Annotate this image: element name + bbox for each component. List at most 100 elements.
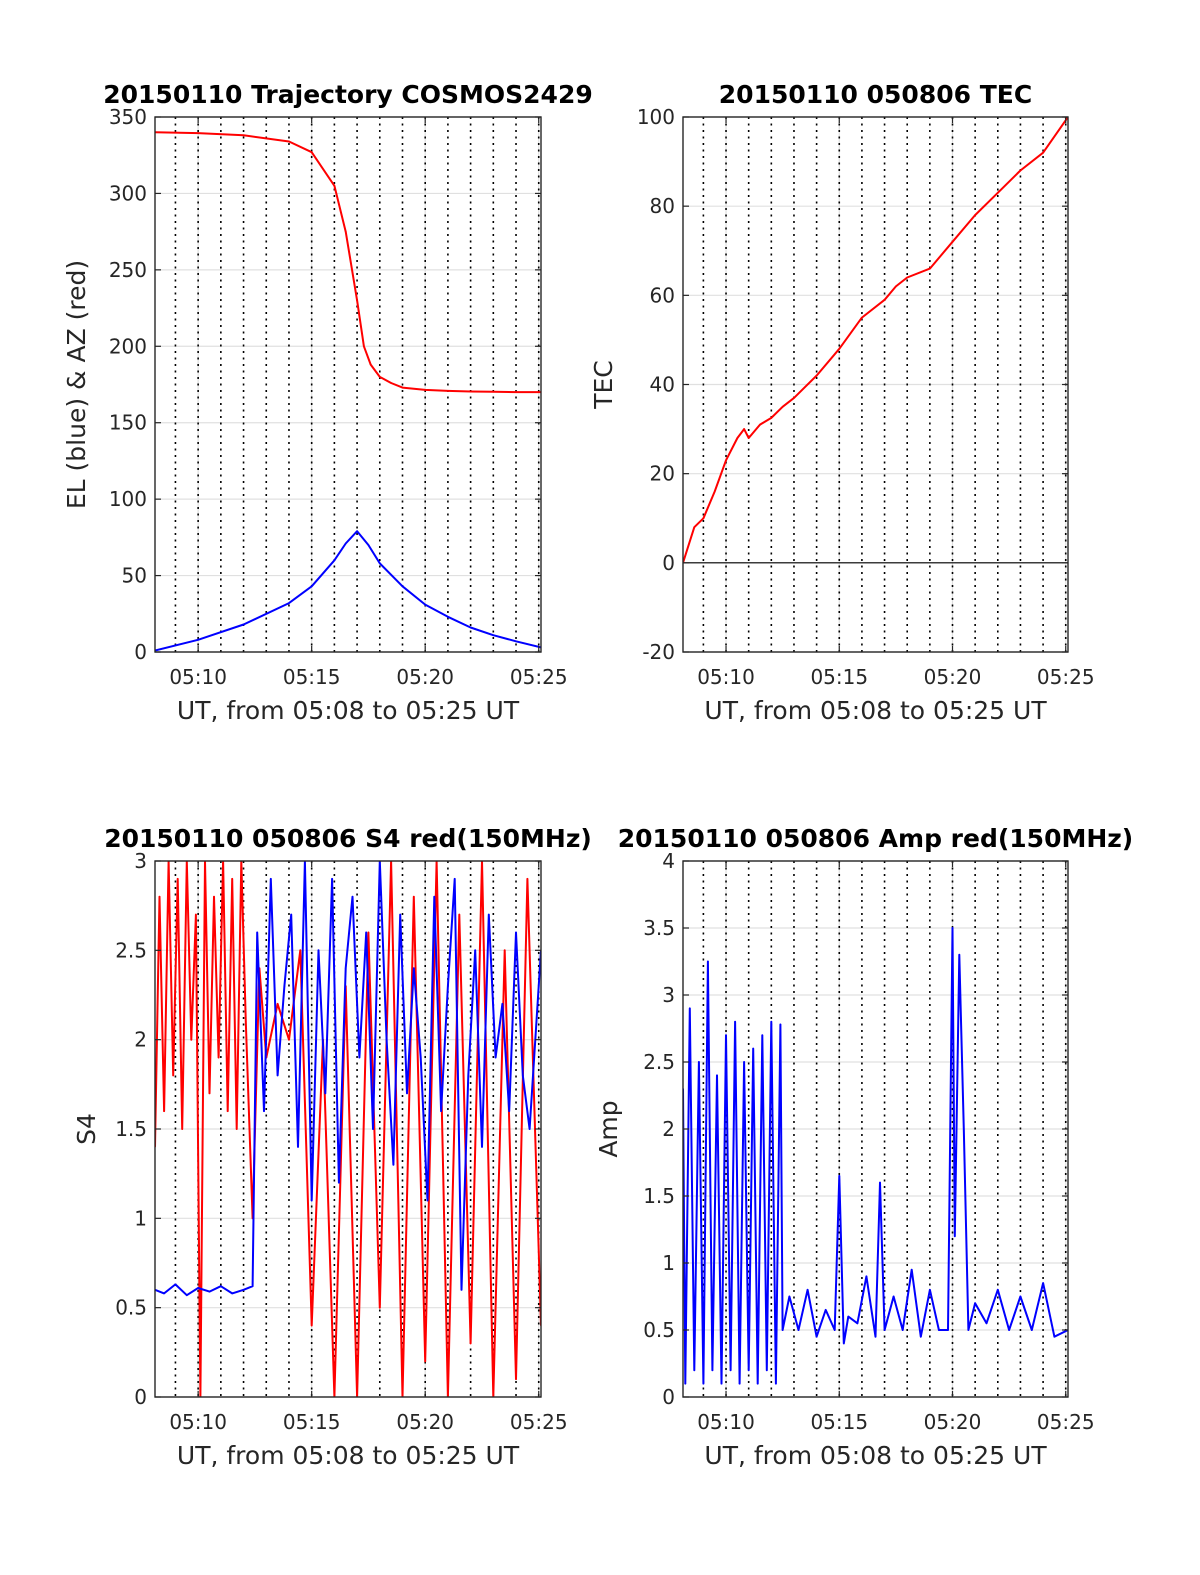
data-point xyxy=(447,390,449,392)
x-tick-label: 05:25 xyxy=(1037,665,1095,689)
data-point xyxy=(974,1302,976,1304)
data-point xyxy=(460,1289,463,1291)
data-point xyxy=(729,1369,732,1371)
data-point xyxy=(390,382,392,384)
data-point xyxy=(399,913,402,916)
y-tick-label: 40 xyxy=(650,373,675,397)
data-point xyxy=(747,437,750,439)
y-axis-label: TEC xyxy=(589,360,618,410)
data-point xyxy=(953,1235,956,1237)
y-tick-label: 1 xyxy=(662,1251,675,1275)
data-point xyxy=(515,931,517,934)
data-point xyxy=(781,405,784,408)
data-point xyxy=(861,316,863,319)
data-point xyxy=(765,1369,768,1371)
data-point xyxy=(474,949,476,952)
y-tick-label: 2 xyxy=(662,1117,675,1141)
data-point xyxy=(693,526,696,528)
data-point xyxy=(725,459,727,462)
data-point xyxy=(759,423,761,426)
data-point xyxy=(467,1074,470,1077)
y-tick-label: 250 xyxy=(109,258,147,282)
data-point xyxy=(197,638,199,641)
data-point xyxy=(910,1268,913,1271)
data-point xyxy=(185,1294,188,1296)
data-point xyxy=(356,299,358,302)
data-point xyxy=(385,1038,388,1041)
data-point xyxy=(276,1074,279,1077)
data-point xyxy=(1030,1329,1033,1331)
data-point xyxy=(716,1074,718,1077)
data-point xyxy=(242,1289,245,1291)
x-tick-label: 05:10 xyxy=(697,665,755,689)
data-point xyxy=(1019,1295,1022,1298)
series-group xyxy=(155,131,541,652)
y-tick-label: 3 xyxy=(134,849,147,873)
x-tick-label: 05:20 xyxy=(924,665,982,689)
data-point xyxy=(743,428,745,430)
data-point xyxy=(974,214,976,216)
x-tick-label: 05:15 xyxy=(810,1410,868,1434)
y-tick-label: 100 xyxy=(109,487,147,511)
data-point xyxy=(469,1342,472,1345)
data-point xyxy=(310,1199,313,1202)
data-point xyxy=(1042,151,1044,154)
data-point xyxy=(958,954,961,956)
data-point xyxy=(333,184,336,187)
x-tick-label: 05:15 xyxy=(810,665,868,689)
data-point xyxy=(736,437,739,439)
data-point xyxy=(344,967,347,969)
ticks: -20 0 20 40 60 80 100 05:10 05:15 05:20 05:25 xyxy=(637,105,1095,689)
x-tick-label: 05:15 xyxy=(283,1410,341,1434)
data-point xyxy=(195,913,197,916)
panel-amp: 0 0.5 1 1.5 2 2.5 3 3.5 4 05:10 05:15 05:20 05:25 201… xyxy=(594,824,1133,1470)
data-point xyxy=(963,1128,965,1130)
data-point xyxy=(406,1092,408,1095)
data-point xyxy=(842,1342,845,1345)
y-tick-label: 2.5 xyxy=(115,938,147,962)
data-point xyxy=(838,348,841,350)
data-point xyxy=(838,1175,841,1177)
data-point xyxy=(815,374,818,377)
data-point xyxy=(1019,169,1022,172)
data-point xyxy=(492,391,495,393)
data-point xyxy=(985,1322,988,1325)
data-point xyxy=(290,913,293,916)
data-point xyxy=(297,1146,299,1148)
data-point xyxy=(522,1074,524,1077)
data-point xyxy=(331,878,333,880)
data-point xyxy=(947,1329,949,1331)
minute-markers xyxy=(702,861,1067,1397)
data-point xyxy=(447,616,449,618)
x-axis-label: UT, from 05:08 to 05:25 UT xyxy=(177,696,520,725)
data-point xyxy=(401,386,404,389)
data-point xyxy=(176,878,179,880)
data-point xyxy=(447,985,449,987)
x-axis-label: UT, from 05:08 to 05:25 UT xyxy=(704,1441,1047,1470)
data-point xyxy=(929,267,931,270)
data-point xyxy=(213,895,215,898)
data-point xyxy=(163,1292,165,1295)
data-point xyxy=(288,140,290,143)
x-tick-label: 05:10 xyxy=(697,1410,755,1434)
y-tick-label: 0.5 xyxy=(115,1296,147,1320)
data-point xyxy=(469,626,472,629)
data-point xyxy=(338,1181,340,1184)
data-point xyxy=(413,895,415,898)
data-point xyxy=(358,1056,361,1059)
data-point xyxy=(895,285,897,288)
x-tick-label: 05:10 xyxy=(169,665,227,689)
data-point xyxy=(693,1369,696,1371)
y-tick-label: 300 xyxy=(109,181,147,205)
minute-markers xyxy=(174,117,540,652)
x-tick-label: 05:10 xyxy=(169,1410,227,1434)
data-point xyxy=(242,623,245,626)
data-point xyxy=(310,1324,313,1327)
chart-title: 20150110 050806 Amp red(150MHz) xyxy=(618,824,1134,853)
data-point xyxy=(424,1360,427,1363)
data-point xyxy=(245,1021,247,1023)
data-point xyxy=(494,1056,497,1059)
data-point xyxy=(688,1007,691,1010)
data-point xyxy=(158,895,161,898)
data-point xyxy=(190,1038,193,1041)
